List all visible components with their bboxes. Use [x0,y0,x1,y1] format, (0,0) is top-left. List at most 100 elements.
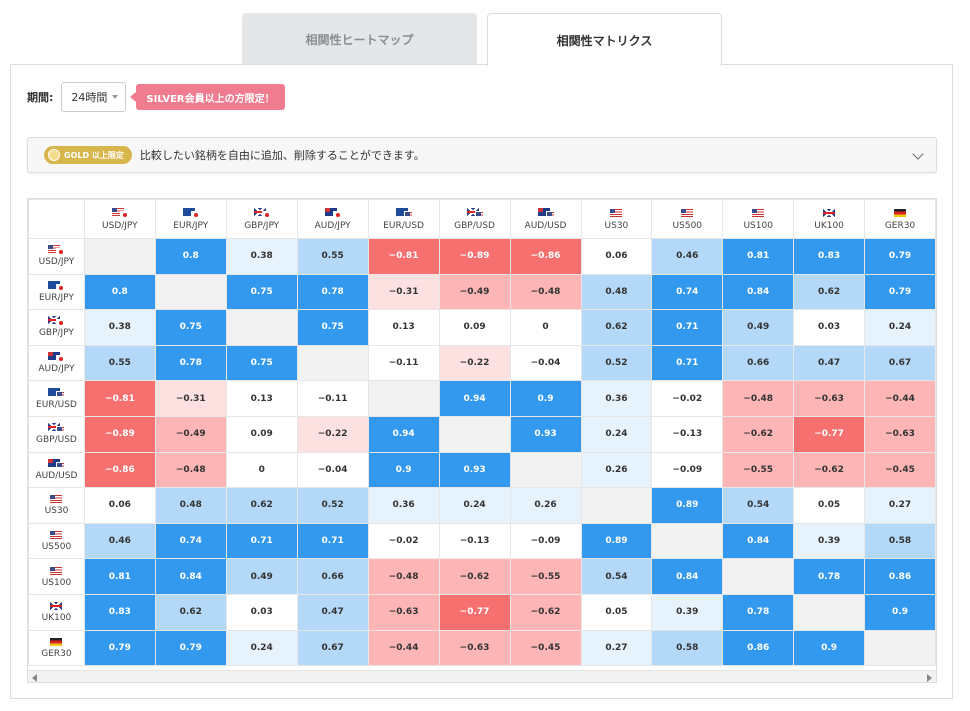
matrix-cell: 0 [225,451,298,489]
matrix-cell [225,309,298,346]
matrix-cell: 0.62 [154,593,227,631]
matrix-cell: −0.11 [296,380,369,417]
gold-feature-text: 比較したい銘柄を自由に追加、削除することができます。 [139,149,425,162]
matrix-cell: 0.58 [864,522,936,560]
col-header-gbpusd: GBP/USD [438,199,511,239]
matrix-cell: −0.81 [83,380,156,417]
us-flag-icon [750,208,766,218]
matrix-cell: 0.67 [864,344,936,382]
matrix-cell: −0.49 [154,415,227,453]
matrix-cell: 0.06 [580,238,653,275]
matrix-corner [28,199,85,239]
chevron-down-icon[interactable] [912,148,924,160]
matrix-cell: 0.9 [509,380,582,417]
matrix-cell: 0.71 [225,522,298,560]
symbol-label: UK100 [814,220,844,231]
scroll-left-icon[interactable] [32,674,37,682]
au-us-flag-icon [537,207,555,218]
row-header-us100: US100 [28,558,85,595]
row-header-eurjpy: EUR/JPY [28,273,85,311]
table-row: GBP/USD −0.89 −0.49 0.09 −0.22 0.94 0.93 0.24 −0… [28,415,936,453]
matrix-cell: 0.79 [154,629,227,667]
symbol-label: US100 [743,220,773,231]
matrix-cell: 0.78 [793,558,866,595]
matrix-cell: 0.24 [864,309,936,346]
matrix-cell: −0.22 [438,344,511,382]
matrix-cell: −0.31 [367,273,440,311]
matrix-cell: 0.79 [864,238,936,275]
matrix-cell: 0.78 [296,273,369,311]
col-header-eurusd: EUR/USD [367,199,440,239]
matrix-cell: −0.04 [296,451,369,489]
horizontal-scrollbar[interactable] [28,670,936,682]
matrix-cell: −0.02 [367,522,440,560]
matrix-cell: 0.49 [722,309,795,346]
col-header-ger30: GER30 [864,199,936,239]
matrix-cell: 0.47 [793,344,866,382]
matrix-cell [580,487,653,524]
table-row: USD/JPY 0.8 0.38 0.55 −0.81 −0.89 −0.86 0.06 0.4… [28,238,936,275]
eu-us-flag-icon [48,387,66,398]
gb-jp-flag-icon [253,207,271,218]
matrix-cell: 0.75 [154,309,227,346]
matrix-cell: 0 [509,309,582,346]
matrix-cell: 0.9 [793,629,866,667]
symbol-label: UK100 [41,613,72,624]
row-header-us30: US30 [28,487,85,524]
us-jp-flag-icon [111,207,129,218]
matrix-cell: 0.62 [580,309,653,346]
matrix-cell: 0.13 [225,380,298,417]
gold-feature-bar[interactable]: GOLD 以上限定 比較したい銘柄を自由に追加、削除することができます。 [27,137,937,173]
matrix-cell: 0.86 [864,558,936,595]
symbol-label: EUR/USD [36,399,77,410]
matrix-cell [651,522,724,560]
matrix-cell: 0.27 [864,487,936,524]
matrix-cell: 0.84 [722,522,795,560]
matrix-cell: −0.77 [438,593,511,631]
col-header-eurjpy: EUR/JPY [154,199,227,239]
matrix-cell: 0.86 [722,629,795,667]
matrix-cell: 0.38 [83,309,156,346]
au-jp-flag-icon [48,352,66,363]
matrix-cell: 0.66 [722,344,795,382]
symbol-label: USD/JPY [38,257,75,268]
table-row: GER30 0.79 0.79 0.24 0.67 −0.44 −0.63 −0.45 0.27… [28,629,936,667]
us-flag-icon [608,208,624,218]
matrix-cell: −0.63 [793,380,866,417]
period-row: 期間: 24時間 SILVER会員以上の方限定！ [27,82,285,112]
gold-badge-label: GOLD 以上限定 [64,150,124,160]
tab-correlation-matrix[interactable]: 相関性マトリクス [487,13,722,66]
scroll-right-icon[interactable] [927,674,932,682]
matrix-cell: 0.84 [722,273,795,311]
tab-correlation-heatmap[interactable]: 相関性ヒートマップ [242,13,477,65]
matrix-cell [864,629,936,667]
matrix-cell: 0.67 [296,629,369,667]
matrix-cell: −0.89 [83,415,156,453]
matrix-table: USD/JPY EUR/JPY GBP/JPY AUD/JPY EUR/USD GBP/U… [28,199,936,667]
period-select[interactable]: 24時間 [61,82,127,112]
matrix-cell: 0.89 [580,522,653,560]
matrix-cell: −0.62 [509,593,582,631]
table-row: AUD/USD −0.86 −0.48 0 −0.04 0.9 0.93 0.26 −0.09−… [28,451,936,489]
matrix-cell: 0.55 [83,344,156,382]
matrix-cell [722,558,795,595]
matrix-cell: 0.62 [793,273,866,311]
matrix-cell: −0.44 [864,380,936,417]
matrix-cell: −0.62 [793,451,866,489]
table-row: GBP/JPY 0.38 0.75 0.75 0.13 0.09 0 0.62 0.71 0.49… [28,309,936,346]
matrix-cell: 0.48 [580,273,653,311]
matrix-cell: 0.74 [651,273,724,311]
table-row: EUR/USD −0.81 −0.31 0.13 −0.11 0.94 0.9 0.36 −0.… [28,380,936,417]
matrix-cell: 0.83 [83,593,156,631]
matrix-cell: 0.81 [83,558,156,595]
matrix-cell: −0.02 [651,380,724,417]
matrix-cell [154,273,227,311]
table-row: EUR/JPY 0.8 0.75 0.78 −0.31 −0.49 −0.48 0.48 0.7… [28,273,936,311]
symbol-label: AUD/JPY [38,364,75,375]
symbol-label: US100 [41,577,72,588]
us-flag-icon [48,566,64,576]
table-row: US500 0.46 0.74 0.71 0.71 −0.02 −0.13 −0.09 0.89… [28,522,936,560]
au-jp-flag-icon [324,207,342,218]
matrix-cell: 0.9 [367,451,440,489]
matrix-cell: 0.49 [225,558,298,595]
